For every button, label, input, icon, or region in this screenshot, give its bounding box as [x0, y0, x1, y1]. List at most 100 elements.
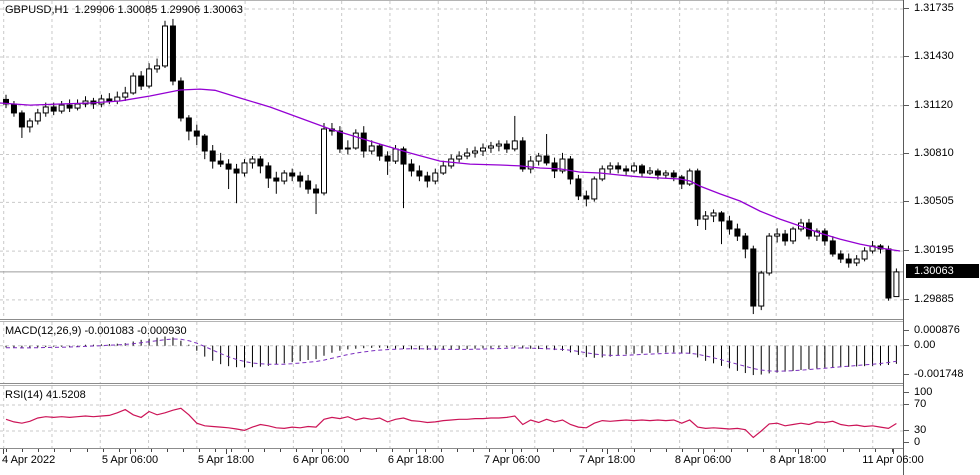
- time-minor-tick: [456, 449, 458, 452]
- time-minor-tick: [22, 449, 24, 452]
- time-minor-tick: [682, 449, 684, 452]
- time-minor-tick: [794, 449, 796, 452]
- axis-tick: [904, 344, 909, 346]
- rsi-axis-label: 0: [914, 436, 921, 448]
- time-minor-tick: [891, 449, 893, 452]
- time-minor-tick: [54, 449, 56, 452]
- time-minor-tick: [311, 449, 313, 452]
- rsi-axis-label: 30: [914, 424, 927, 436]
- time-minor-tick: [650, 449, 651, 452]
- rsi-axis-label: 100: [914, 386, 933, 398]
- time-axis-label: 5 Apr 06:00: [101, 454, 159, 466]
- time-minor-tick: [633, 449, 635, 452]
- time-minor-tick: [6, 449, 7, 452]
- time-axis[interactable]: 4 Apr 2022 5 Apr 06:00 5 Apr 18:00 6 Apr 06…: [0, 449, 924, 475]
- rsi-canvas[interactable]: [0, 386, 903, 448]
- time-minor-tick: [521, 449, 523, 452]
- time-minor-tick: [328, 449, 329, 452]
- time-minor-tick: [875, 449, 877, 452]
- time-major-tick: [607, 449, 608, 454]
- time-minor-tick: [666, 449, 668, 452]
- time-minor-tick: [537, 449, 539, 452]
- time-minor-tick: [585, 449, 587, 452]
- time-minor-tick: [553, 449, 555, 452]
- axis-tick: [904, 8, 909, 10]
- axis-tick: [904, 55, 909, 57]
- axis-tick: [904, 330, 909, 331]
- macd-signal-line: [6, 338, 897, 372]
- time-minor-tick: [102, 449, 104, 452]
- macd-canvas[interactable]: [0, 322, 903, 383]
- time-minor-tick: [215, 449, 217, 452]
- time-minor-tick: [601, 449, 603, 452]
- time-axis-label: 11 Apr 06:00: [862, 454, 924, 466]
- time-major-tick: [512, 449, 513, 454]
- macd-axis-label: 0.00: [914, 338, 936, 351]
- time-major-tick: [321, 449, 322, 454]
- rsi-panel: RSI(14) 41.5208: [0, 385, 903, 449]
- time-axis-label: 5 Apr 18:00: [197, 454, 255, 466]
- price-chart-panel: GBPUSD,H1 1.29906 1.30085 1.29906 1.3006…: [0, 0, 903, 320]
- time-minor-tick: [134, 449, 136, 452]
- rsi-line: [5, 407, 897, 439]
- time-minor-tick: [424, 449, 426, 452]
- time-minor-tick: [38, 449, 40, 452]
- time-minor-tick: [859, 449, 861, 452]
- time-minor-tick: [778, 449, 780, 452]
- time-minor-tick: [183, 449, 185, 452]
- price-axis-label: 1.31430: [914, 49, 954, 62]
- time-minor-tick: [376, 449, 378, 452]
- time-axis-label: 7 Apr 06:00: [483, 454, 541, 466]
- time-major-tick: [226, 449, 227, 454]
- price-axis-label: 1.31735: [914, 2, 954, 15]
- axis-tick: [904, 250, 909, 252]
- moving-average-line: [0, 88, 901, 252]
- time-minor-tick: [472, 449, 474, 452]
- macd-axis-label: -0.001748: [914, 368, 964, 381]
- time-minor-tick: [811, 449, 812, 452]
- time-minor-tick: [843, 449, 845, 452]
- price-axis-label: 1.29885: [914, 292, 954, 305]
- time-minor-tick: [440, 449, 442, 452]
- time-minor-tick: [698, 449, 700, 452]
- time-minor-tick: [199, 449, 201, 452]
- axis-tick: [904, 104, 909, 106]
- time-minor-tick: [360, 449, 362, 452]
- time-major-tick: [798, 449, 799, 454]
- axis-tick: [904, 153, 909, 155]
- time-minor-tick: [762, 449, 764, 452]
- axis-tick: [904, 430, 909, 431]
- time-minor-tick: [231, 449, 233, 452]
- time-axis-label: 4 Apr 2022: [2, 454, 56, 466]
- time-minor-tick: [150, 449, 152, 452]
- time-minor-tick: [489, 449, 490, 452]
- time-major-tick: [3, 449, 4, 454]
- time-axis-label: 7 Apr 18:00: [578, 454, 636, 466]
- time-minor-tick: [167, 449, 168, 452]
- price-axis-label: 1.31120: [914, 98, 953, 111]
- time-axis-label: 8 Apr 06:00: [674, 454, 732, 466]
- time-minor-tick: [617, 449, 619, 452]
- time-minor-tick: [746, 449, 748, 452]
- time-minor-tick: [279, 449, 281, 452]
- chart-ohlc-header: GBPUSD,H1 1.29906 1.30085 1.29906 1.3006…: [5, 4, 243, 16]
- time-major-tick: [893, 449, 894, 454]
- time-minor-tick: [247, 449, 249, 452]
- price-axis-label: 1.30195: [914, 244, 954, 257]
- axis-tick: [904, 298, 909, 300]
- axis-tick: [904, 442, 909, 443]
- price-axis-label: 1.30505: [914, 195, 954, 208]
- time-minor-tick: [86, 449, 88, 452]
- macd-header: MACD(12,26,9) -0.001083 -0.000930: [5, 325, 187, 337]
- price-chart-canvas[interactable]: [0, 1, 903, 319]
- price-axis[interactable]: 1.31735 1.31430 1.31120 1.30810 1.30505 1.301…: [903, 0, 980, 475]
- time-minor-tick: [714, 449, 716, 452]
- time-major-tick: [416, 449, 417, 454]
- time-minor-tick: [827, 449, 829, 452]
- time-minor-tick: [392, 449, 394, 452]
- rsi-axis-label: 70: [914, 398, 927, 410]
- axis-tick: [904, 374, 909, 376]
- rsi-header: RSI(14) 41.5208: [5, 389, 86, 401]
- time-minor-tick: [408, 449, 410, 452]
